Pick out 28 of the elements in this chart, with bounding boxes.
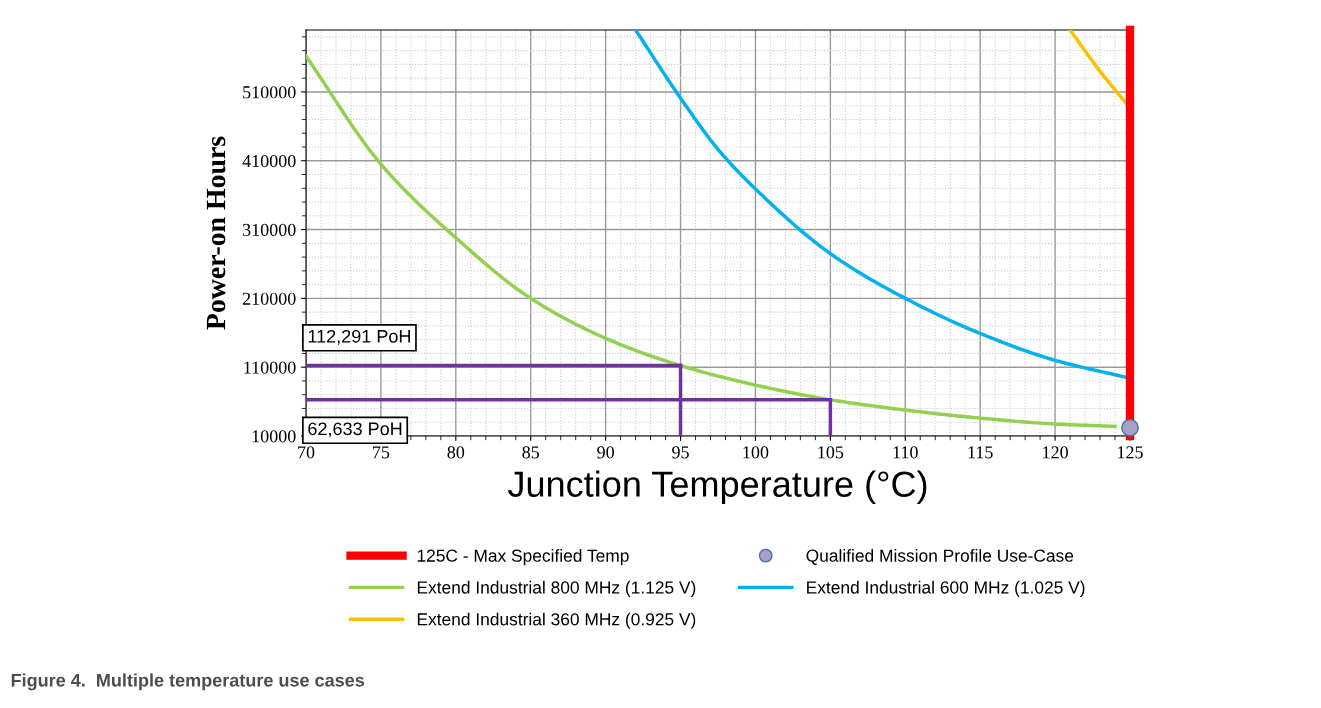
legend-label: 125C - Max Specified Temp <box>417 549 629 566</box>
y-tick-label: 10000 <box>252 430 296 443</box>
x-tick-label: 90 <box>597 446 614 459</box>
legend-label: Extend Industrial 600 MHz (1.025 V) <box>807 580 1085 598</box>
y-tick-label: 310000 <box>242 223 296 236</box>
x-tick-label: 80 <box>447 446 465 459</box>
y-axis-title: Power-on Hours <box>206 136 226 330</box>
x-tick-label: 120 <box>1043 446 1068 459</box>
y-tick-label: 410000 <box>242 155 296 168</box>
y-tick-label: 210000 <box>242 292 296 305</box>
caption: Figure 4. Multiple temperature use cases <box>11 673 365 691</box>
x-tick-label: 70 <box>298 446 315 459</box>
annotation: 62,633 PoH <box>308 422 402 438</box>
x-axis-title: Junction Temperature (°C) <box>507 470 927 505</box>
legend-label: Extend Industrial 800 MHz (1.125 V) <box>417 580 696 598</box>
x-tick-label: 110 <box>893 446 918 459</box>
x-tick-label: 95 <box>672 446 689 459</box>
x-tick-label: 115 <box>968 446 993 459</box>
x-tick-label: 75 <box>373 446 390 459</box>
legend-label: Qualified Mission Profile Use-Case <box>806 549 1074 565</box>
legend-label: Extend Industrial 360 MHz (0.925 V) <box>417 612 696 629</box>
y-tick-label: 510000 <box>243 86 296 99</box>
x-tick-label: 85 <box>522 446 540 459</box>
x-tick-label: 105 <box>818 446 844 459</box>
x-tick-label: 100 <box>743 446 769 459</box>
x-tick-label: 125 <box>1118 446 1143 459</box>
y-tick-label: 110000 <box>244 361 296 374</box>
annotation: 112,291 PoH <box>308 329 410 345</box>
